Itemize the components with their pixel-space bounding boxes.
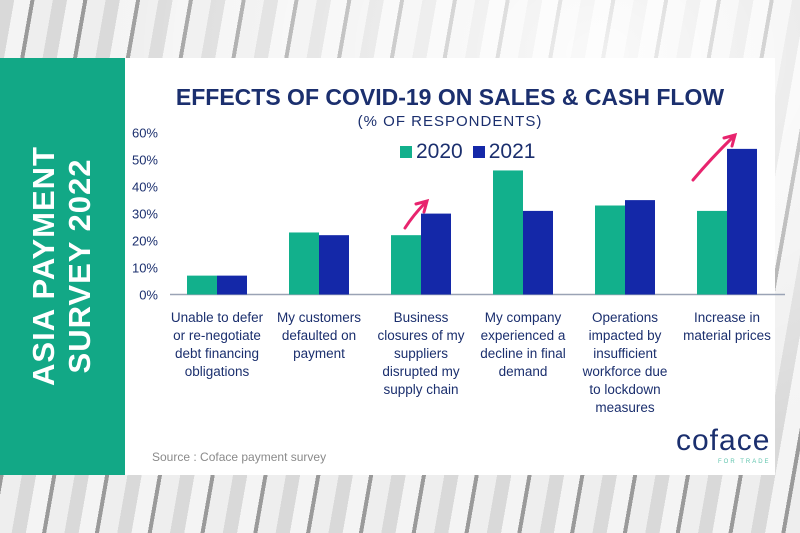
legend-item-2021: 2021 <box>472 140 536 164</box>
arrowhead-icon <box>414 198 430 214</box>
arrow-up-icon <box>403 201 427 230</box>
arrowhead-icon <box>722 132 738 148</box>
bar-2021 <box>217 275 247 295</box>
bar-2021 <box>421 213 451 295</box>
bar-2020 <box>289 232 319 295</box>
x-category-label: My company experienced a decline in final d… <box>480 310 566 379</box>
side-banner <box>0 58 125 475</box>
bar-2021 <box>319 235 349 295</box>
legend-label: 2021 <box>488 140 536 163</box>
bar-2021 <box>727 148 757 295</box>
chart-title: EFFECTS OF COVID-19 ON SALES & CASH FLOW <box>175 84 725 110</box>
y-tick-label: 30% <box>132 207 158 222</box>
legend-swatch <box>400 146 412 158</box>
bar-2020 <box>697 210 727 295</box>
bar-2020 <box>391 235 421 295</box>
coface-logo: coface <box>676 424 771 457</box>
logo-tagline: FOR TRADE <box>718 459 771 465</box>
source-note: Source : Coface payment survey <box>152 450 327 464</box>
bar-2020 <box>493 170 523 295</box>
x-category-label: My customers defaulted on payment <box>277 310 361 361</box>
legend-item-2020: 2020 <box>400 140 463 164</box>
legend-label: 2020 <box>416 140 463 163</box>
x-category-label: Increase in material prices <box>683 310 771 343</box>
y-tick-label: 0% <box>139 288 158 303</box>
x-category-label: Business closures of my suppliers disrupted… <box>377 310 464 397</box>
y-tick-label: 40% <box>132 180 158 195</box>
chart-subtitle: (% OF RESPONDENTS) <box>357 113 543 130</box>
y-tick-label: 20% <box>132 234 158 249</box>
legend-swatch <box>472 146 485 158</box>
bar-2020 <box>187 275 217 295</box>
bar-2021 <box>625 200 655 295</box>
bar-2021 <box>523 210 553 295</box>
bar-2020 <box>595 205 625 295</box>
y-tick-label: 10% <box>132 261 158 276</box>
y-tick-label: 50% <box>132 153 158 168</box>
arrow-up-icon <box>691 135 735 182</box>
x-category-label: Unable to defer or re-negotiate debt finan… <box>171 310 264 379</box>
x-category-label: Operations impacted by insufficient workfor… <box>582 310 668 415</box>
y-tick-label: 60% <box>132 126 158 141</box>
legend: 2020 2021 <box>400 140 535 164</box>
